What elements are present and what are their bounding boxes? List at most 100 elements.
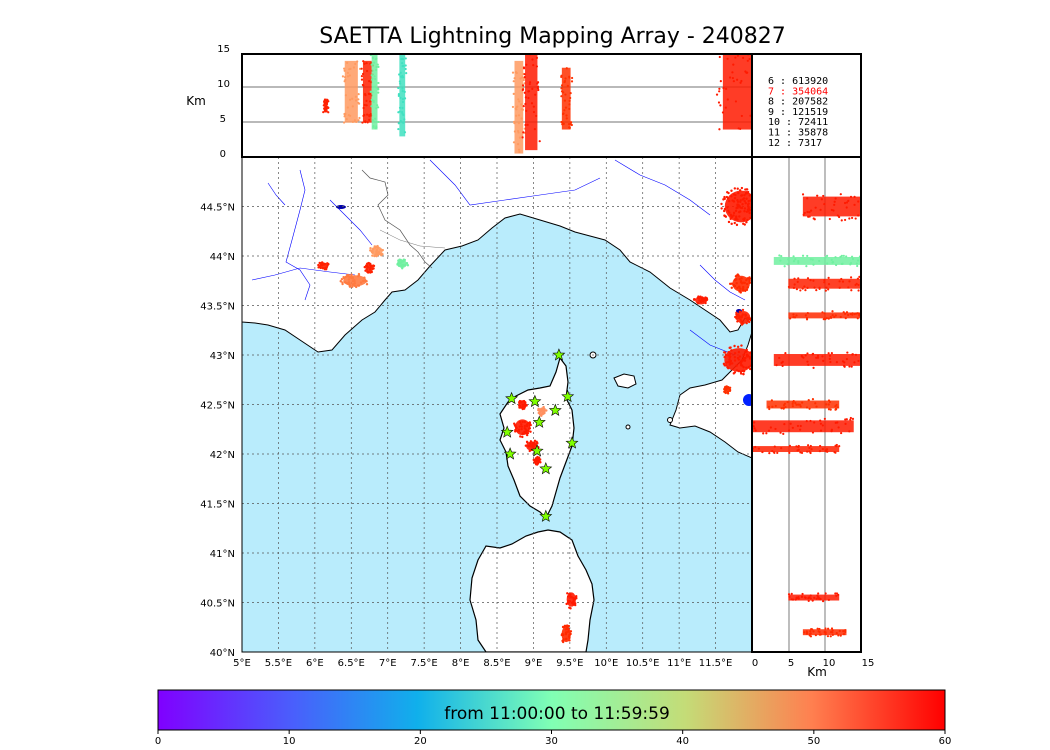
lightning-point [743,223,747,226]
altitude-point [841,280,845,283]
altitude-point [849,276,853,279]
lightning-point [735,223,739,227]
lightning-point [345,274,349,277]
lightning-point [513,422,516,425]
altitude-point [565,67,568,70]
colorbar-tick-label: 60 [939,736,952,747]
lightning-point [520,427,523,431]
lightning-point [726,392,730,395]
altitude-point [370,74,373,77]
altitude-point [360,67,363,70]
altitude-point [513,130,516,133]
lightning-point [379,248,382,251]
altitude-point [803,211,806,215]
lightning-point [372,267,375,270]
altitude-point [851,417,855,420]
altitude-point [374,117,377,120]
altitude-point [834,405,837,408]
altitude-point [844,422,847,425]
altitude-point [358,116,361,120]
lightning-point [744,350,747,354]
lightning-point [727,387,731,390]
altitude-point [772,451,776,454]
altitude-point [511,105,515,109]
colorbar-tick-label: 0 [155,736,161,747]
altitude-point [830,208,833,212]
altitude-point [814,402,817,405]
altitude-point [399,96,402,99]
altitude-point [401,100,405,104]
altitude-point [325,110,328,113]
lightning-point [729,217,732,221]
altitude-point [858,275,861,278]
altitude-point [398,106,402,109]
altitude-point [789,317,792,320]
altitude-point [806,197,809,200]
lightning-point [741,308,745,312]
lightning-point [745,288,749,292]
altitude-point [377,65,380,68]
lightning-point [697,295,700,298]
altitude-point [761,450,764,454]
altitude-point [369,112,373,116]
altitude-point [812,366,815,369]
lightning-point [529,430,532,433]
altitude-point [718,87,721,90]
lightning-point [526,441,529,444]
altitude-point [853,361,856,364]
lightning-point [693,298,696,301]
lightning-point [542,405,545,409]
altitude-point [827,399,831,402]
lightning-point [532,442,535,445]
lightning-point [739,287,742,290]
lightning-point [744,201,747,205]
altitude-point [536,81,540,84]
lightning-point [745,278,748,282]
altitude-point [790,592,793,595]
altitude-point [344,94,348,97]
mainland-land [242,157,752,353]
altitude-point [786,263,789,266]
lightning-point [528,449,531,453]
lightning-point [735,281,738,285]
altitude-point [365,61,368,65]
lightning-point [727,191,730,195]
altitude-point [404,57,407,60]
lightning-point [570,596,574,599]
lightning-point [723,207,727,211]
giglio-island [667,417,673,423]
altitude-point [786,400,789,404]
colorbar-gradient [157,689,946,731]
lightning-point [726,206,729,209]
altitude-point [843,218,847,222]
altitude-point [821,424,824,427]
altitude-point [782,432,785,435]
lightning-point [568,593,572,596]
altitude-point [718,90,721,93]
altitude-point [802,356,805,359]
altitude-point [830,429,833,433]
altitude-point [374,77,377,81]
altitude-point [819,444,822,448]
altitude-point [851,313,854,316]
altitude-point [812,630,815,633]
altitude-point [811,599,814,602]
altitude-point [823,312,826,315]
altitude-point [804,289,807,292]
altitude-point [718,55,721,59]
lightning-point [727,351,730,354]
lightning-point [698,299,701,302]
altitude-point [809,594,812,597]
lightning-point [736,187,739,190]
lat-tick-label: 43.5°N [200,302,235,313]
lightning-point [740,186,744,190]
lightning-point [524,403,527,406]
lightning-point [742,353,746,356]
lightning-point [534,463,538,466]
lightning-point [745,188,749,191]
lightning-point [350,273,353,276]
lightning-point [735,215,738,218]
lightning-point [700,299,703,302]
lightning-point [702,298,706,301]
altitude-point [845,255,848,258]
